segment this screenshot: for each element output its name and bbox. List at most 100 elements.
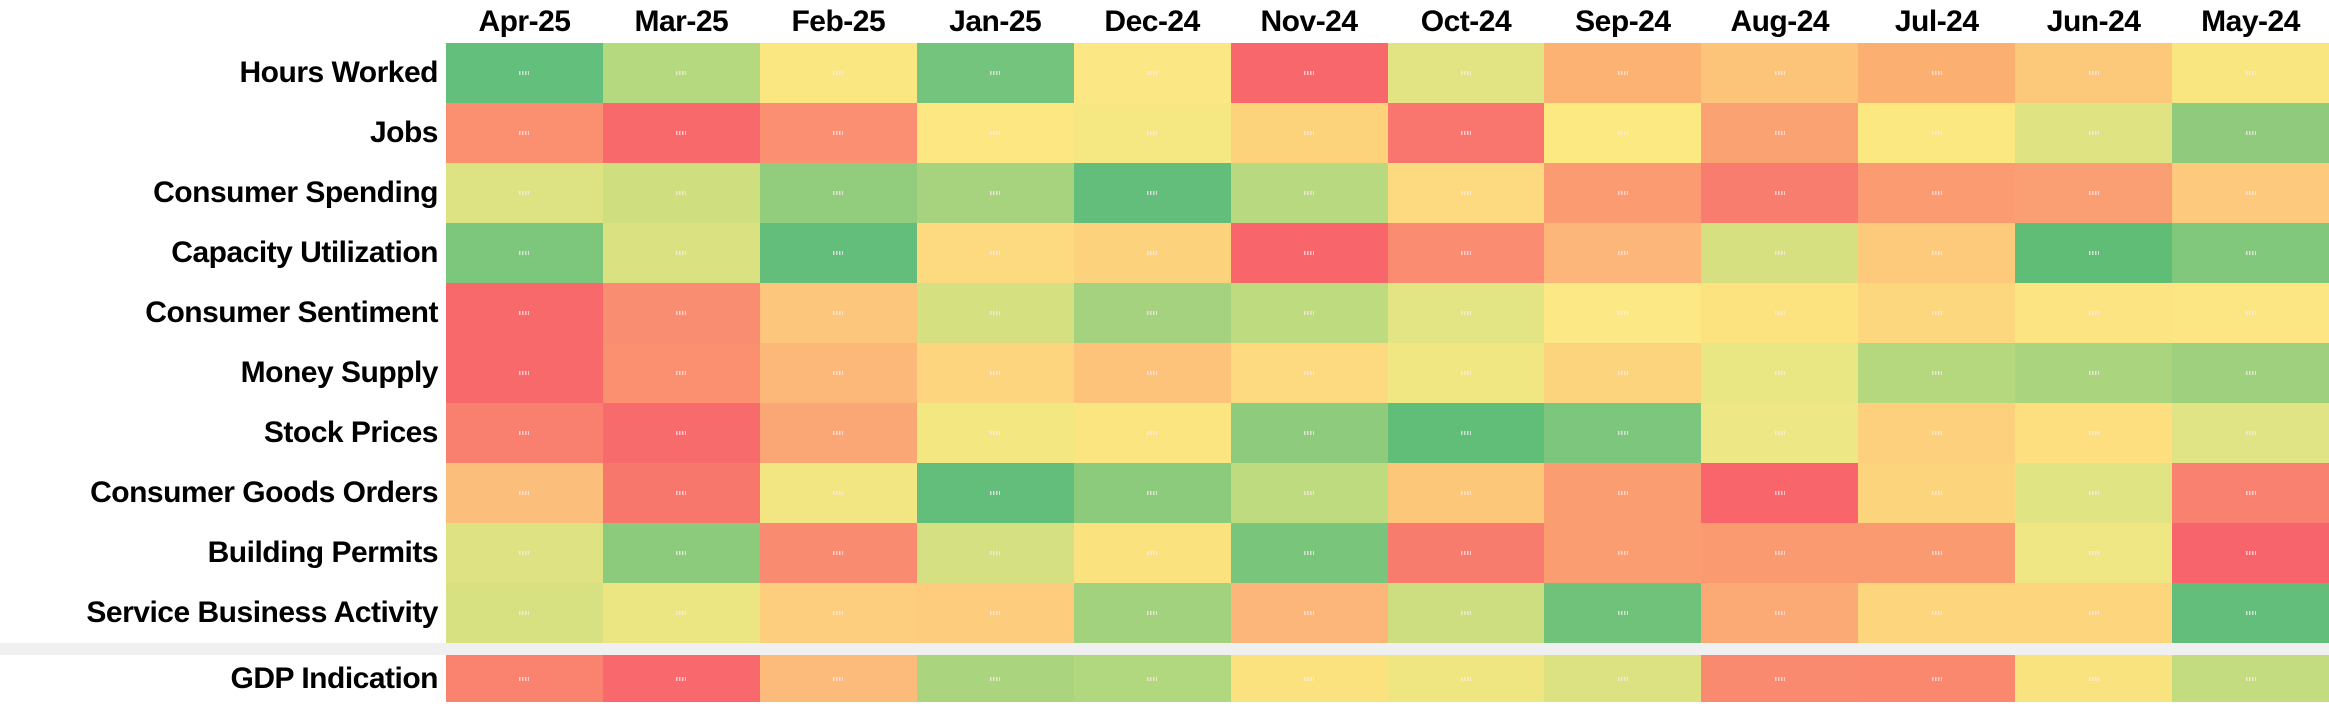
heatmap-cell[interactable]: [446, 103, 603, 163]
heatmap-cell[interactable]: [602, 403, 760, 463]
heatmap-cell[interactable]: [1387, 403, 1545, 463]
heatmap-cell[interactable]: [2172, 523, 2329, 583]
heatmap-cell[interactable]: [1387, 43, 1545, 103]
heatmap-cell[interactable]: [759, 283, 917, 343]
heatmap-cell[interactable]: [1544, 655, 1702, 702]
heatmap-cell[interactable]: [2172, 43, 2329, 103]
heatmap-cell[interactable]: [2172, 343, 2329, 403]
heatmap-cell[interactable]: [916, 223, 1074, 283]
heatmap-cell[interactable]: [759, 103, 917, 163]
heatmap-cell[interactable]: [1701, 283, 1859, 343]
heatmap-cell[interactable]: [1387, 463, 1545, 523]
heatmap-cell[interactable]: [446, 283, 603, 343]
heatmap-cell[interactable]: [446, 223, 603, 283]
heatmap-cell[interactable]: [1230, 103, 1388, 163]
heatmap-cell[interactable]: [759, 463, 917, 523]
heatmap-cell[interactable]: [1387, 343, 1545, 403]
heatmap-cell[interactable]: [1230, 463, 1388, 523]
heatmap-cell[interactable]: [446, 463, 603, 523]
heatmap-cell[interactable]: [1544, 223, 1702, 283]
heatmap-cell[interactable]: [1701, 163, 1859, 223]
heatmap-cell[interactable]: [1544, 343, 1702, 403]
heatmap-cell[interactable]: [2015, 163, 2173, 223]
heatmap-cell[interactable]: [916, 43, 1074, 103]
heatmap-cell[interactable]: [916, 583, 1074, 643]
heatmap-cell[interactable]: [2172, 403, 2329, 463]
heatmap-cell[interactable]: [2015, 343, 2173, 403]
heatmap-cell[interactable]: [446, 43, 603, 103]
heatmap-cell[interactable]: [1073, 103, 1231, 163]
heatmap-cell[interactable]: [916, 163, 1074, 223]
heatmap-cell[interactable]: [1073, 583, 1231, 643]
heatmap-cell[interactable]: [916, 343, 1074, 403]
heatmap-cell[interactable]: [1701, 403, 1859, 463]
heatmap-cell[interactable]: [1858, 43, 2016, 103]
heatmap-cell[interactable]: [759, 223, 917, 283]
heatmap-cell[interactable]: [1230, 283, 1388, 343]
heatmap-cell[interactable]: [1073, 523, 1231, 583]
heatmap-cell[interactable]: [1230, 523, 1388, 583]
heatmap-cell[interactable]: [2015, 463, 2173, 523]
heatmap-cell[interactable]: [446, 163, 603, 223]
heatmap-cell[interactable]: [1073, 163, 1231, 223]
heatmap-cell[interactable]: [446, 403, 603, 463]
heatmap-cell[interactable]: [2015, 655, 2173, 702]
heatmap-cell[interactable]: [2172, 223, 2329, 283]
heatmap-cell[interactable]: [1701, 43, 1859, 103]
heatmap-cell[interactable]: [1544, 283, 1702, 343]
heatmap-cell[interactable]: [1701, 463, 1859, 523]
heatmap-cell[interactable]: [2015, 283, 2173, 343]
heatmap-cell[interactable]: [602, 583, 760, 643]
heatmap-cell[interactable]: [2015, 583, 2173, 643]
heatmap-cell[interactable]: [759, 163, 917, 223]
heatmap-cell[interactable]: [1387, 655, 1545, 702]
heatmap-cell[interactable]: [446, 583, 603, 643]
heatmap-cell[interactable]: [1230, 223, 1388, 283]
heatmap-cell[interactable]: [1858, 403, 2016, 463]
heatmap-cell[interactable]: [759, 343, 917, 403]
heatmap-cell[interactable]: [1544, 583, 1702, 643]
heatmap-cell[interactable]: [2172, 283, 2329, 343]
heatmap-cell[interactable]: [602, 655, 760, 702]
heatmap-cell[interactable]: [1073, 403, 1231, 463]
heatmap-cell[interactable]: [1073, 343, 1231, 403]
heatmap-cell[interactable]: [759, 523, 917, 583]
heatmap-cell[interactable]: [602, 103, 760, 163]
heatmap-cell[interactable]: [446, 523, 603, 583]
heatmap-cell[interactable]: [1230, 403, 1388, 463]
heatmap-cell[interactable]: [1701, 523, 1859, 583]
heatmap-cell[interactable]: [1701, 103, 1859, 163]
heatmap-cell[interactable]: [602, 43, 760, 103]
heatmap-cell[interactable]: [1858, 343, 2016, 403]
heatmap-cell[interactable]: [1858, 583, 2016, 643]
heatmap-cell[interactable]: [1544, 403, 1702, 463]
heatmap-cell[interactable]: [1544, 163, 1702, 223]
heatmap-cell[interactable]: [2015, 223, 2173, 283]
heatmap-cell[interactable]: [1701, 583, 1859, 643]
heatmap-cell[interactable]: [602, 163, 760, 223]
heatmap-cell[interactable]: [602, 283, 760, 343]
heatmap-cell[interactable]: [446, 655, 603, 702]
heatmap-cell[interactable]: [1073, 283, 1231, 343]
heatmap-cell[interactable]: [1387, 283, 1545, 343]
heatmap-cell[interactable]: [1544, 43, 1702, 103]
heatmap-cell[interactable]: [1073, 463, 1231, 523]
heatmap-cell[interactable]: [1387, 103, 1545, 163]
heatmap-cell[interactable]: [1230, 163, 1388, 223]
heatmap-cell[interactable]: [759, 43, 917, 103]
heatmap-cell[interactable]: [1073, 223, 1231, 283]
heatmap-cell[interactable]: [1230, 43, 1388, 103]
heatmap-cell[interactable]: [446, 343, 603, 403]
heatmap-cell[interactable]: [602, 463, 760, 523]
heatmap-cell[interactable]: [1073, 43, 1231, 103]
heatmap-cell[interactable]: [2015, 103, 2173, 163]
heatmap-cell[interactable]: [1858, 163, 2016, 223]
heatmap-cell[interactable]: [1701, 655, 1859, 702]
heatmap-cell[interactable]: [602, 223, 760, 283]
heatmap-cell[interactable]: [1230, 343, 1388, 403]
heatmap-cell[interactable]: [2172, 583, 2329, 643]
heatmap-cell[interactable]: [2015, 43, 2173, 103]
heatmap-cell[interactable]: [1544, 523, 1702, 583]
heatmap-cell[interactable]: [602, 343, 760, 403]
heatmap-cell[interactable]: [1858, 103, 2016, 163]
